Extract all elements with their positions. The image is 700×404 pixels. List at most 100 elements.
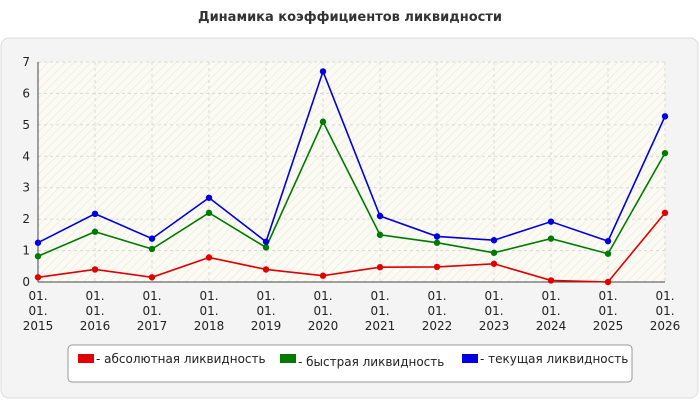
point [205,209,213,217]
x-tick-line: 01. [85,289,104,303]
point [433,239,441,246]
point [91,210,99,217]
x-tick-line: 01. [28,304,47,318]
x-tick-line: 01. [85,304,104,318]
chart-title: Динамика коэффициентов ликвидности [198,10,502,25]
x-tick-line: 01. [484,289,503,303]
legend-swatch [78,354,94,363]
legend-label: - абсолютная ликвидность [96,352,266,366]
point [34,239,42,246]
point [148,245,156,253]
x-tick-label: 01. 01. 2016 [80,289,111,333]
x-tick-line: 01. [199,304,218,318]
y-tick-label: 0 [22,275,30,289]
point [91,228,99,235]
point [376,231,384,239]
x-tick-line: 2018 [194,319,225,333]
point [490,237,498,244]
point [34,253,42,260]
x-tick-line: 2023 [479,319,510,333]
point [661,149,669,157]
x-tick-line: 01. [370,304,389,318]
point [34,274,42,281]
legend-label: - быстрая ликвидность [298,355,444,369]
x-tick-line: 2024 [536,319,567,333]
x-tick-line: 01. [541,304,560,318]
x-tick-line: 01. [598,289,617,303]
point [148,274,156,281]
x-tick-line: 2021 [365,319,396,333]
plot-area [38,62,665,282]
x-tick-line: 01. [313,289,332,303]
x-tick-line: 01. [142,289,161,303]
point [547,218,555,225]
x-tick-line: 2015 [23,319,54,333]
legend-swatch [280,354,296,363]
y-tick-label: 7 [22,55,30,69]
y-tick-label: 2 [22,212,30,226]
x-tick-line: 01. [28,289,47,303]
point [433,233,441,240]
point [604,250,612,257]
legend-label: - текущая ликвидность [480,352,628,366]
point [205,194,213,201]
point [262,238,270,245]
x-tick-label: 01. 01. 2021 [365,289,396,333]
x-tick-line: 2016 [80,319,111,333]
x-tick-line: 01. [313,304,332,318]
x-tick-label: 01. 01. 2015 [23,289,54,333]
y-tick-label: 5 [22,118,30,132]
point [91,266,99,273]
x-tick-line: 01. [142,304,161,318]
point [376,264,384,271]
point [547,277,555,284]
point [490,249,498,256]
point [661,209,669,217]
point [319,68,327,75]
series-line [37,119,666,257]
point [661,113,669,120]
x-tick-line: 01. [484,304,503,318]
x-tick-label: 01. 01. 2020 [308,289,339,333]
x-tick-line: 01. [655,289,674,303]
point [376,212,384,220]
point [319,272,327,279]
x-tick-label: 01. 01. 2024 [536,289,567,333]
x-tick-label: 01. 01. 2017 [137,289,168,333]
x-tick-label: 01. 01. 2022 [422,289,453,333]
x-tick-line: 2026 [650,319,681,333]
point [547,235,555,242]
x-tick-line: 01. [199,289,218,303]
point [319,118,327,125]
y-tick-label: 3 [22,181,30,195]
x-tick-line: 01. [598,304,617,318]
y-tick-label: 1 [22,244,30,258]
x-tick-line: 01. [256,289,275,303]
series-line [37,69,666,244]
point [433,263,441,271]
x-tick-line: 01. [427,289,446,303]
y-tick-label: 6 [22,86,30,100]
x-tick-line: 01. [370,289,389,303]
x-tick-line: 01. [256,304,275,318]
x-tick-line: 2025 [593,319,624,333]
legend-swatch [462,354,478,363]
x-tick-line: 2019 [251,319,282,333]
point [262,244,270,251]
x-tick-label: 01. 01. 2025 [593,289,624,333]
x-tick-label: 01. 01. 2019 [251,289,282,333]
point [604,278,612,286]
point [262,266,270,273]
point [205,254,213,261]
y-tick-label: 4 [22,149,30,163]
x-tick-label: 01. 01. 2018 [194,289,225,333]
legend [67,344,633,383]
x-tick-label: 01. 01. 2023 [479,289,510,333]
x-tick-label: 01. 01. 2026 [650,289,681,333]
x-tick-line: 2022 [422,319,453,333]
x-tick-line: 01. [427,304,446,318]
point [148,235,156,242]
x-tick-line: 01. [655,304,674,318]
point [490,260,498,267]
